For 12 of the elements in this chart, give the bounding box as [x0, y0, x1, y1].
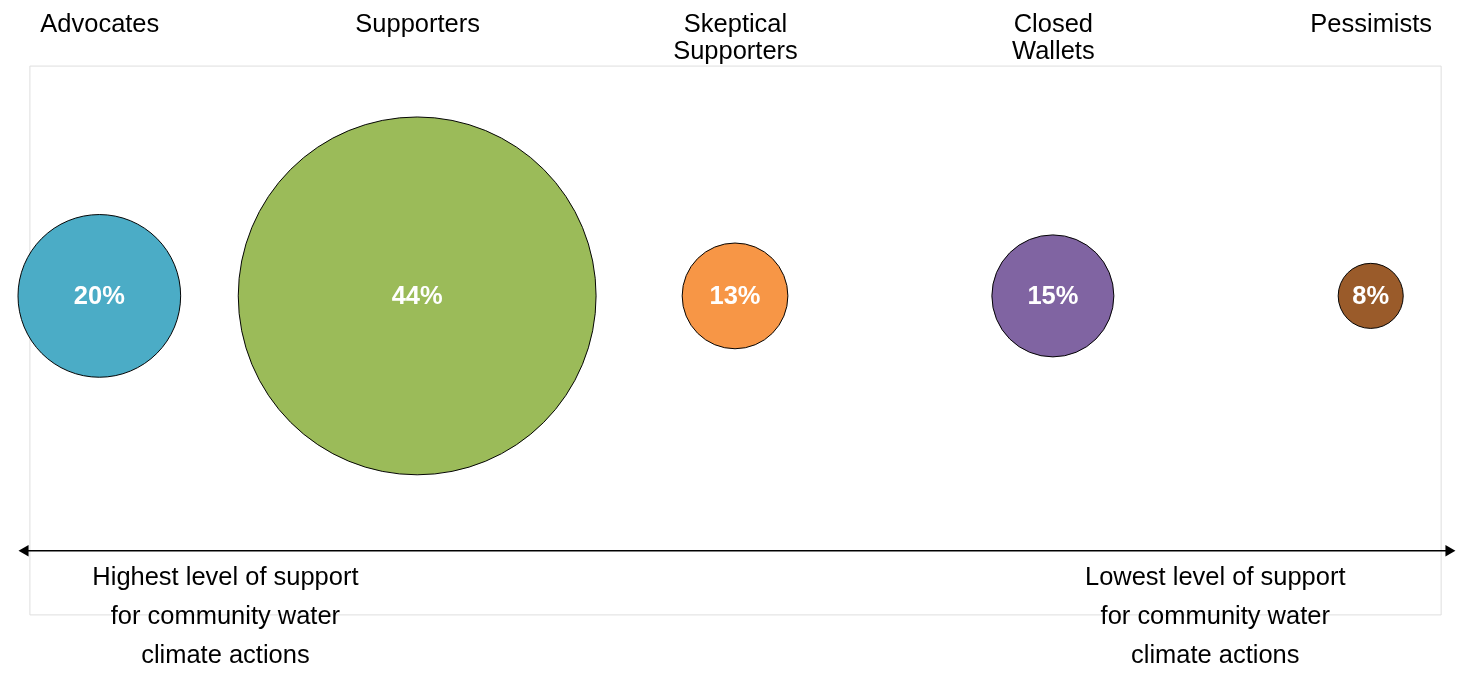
text: Lowest level of support for community water climate actions — [1084, 562, 1346, 669]
category-label: Skeptical Supporters — [673, 8, 798, 65]
category-label: Pessimists — [1310, 8, 1433, 37]
text: Highest level of support for community water climate actions — [92, 562, 359, 669]
category-label: Advocates — [40, 8, 160, 37]
data-label: 8% — [1352, 280, 1390, 309]
data-label: 15% — [1027, 280, 1079, 309]
data-label: 20% — [73, 280, 125, 309]
data-label: 44% — [391, 280, 443, 309]
data-label: 13% — [709, 280, 761, 309]
category-label: Closed Wallets — [1012, 8, 1095, 65]
category-label: Supporters — [355, 8, 480, 37]
